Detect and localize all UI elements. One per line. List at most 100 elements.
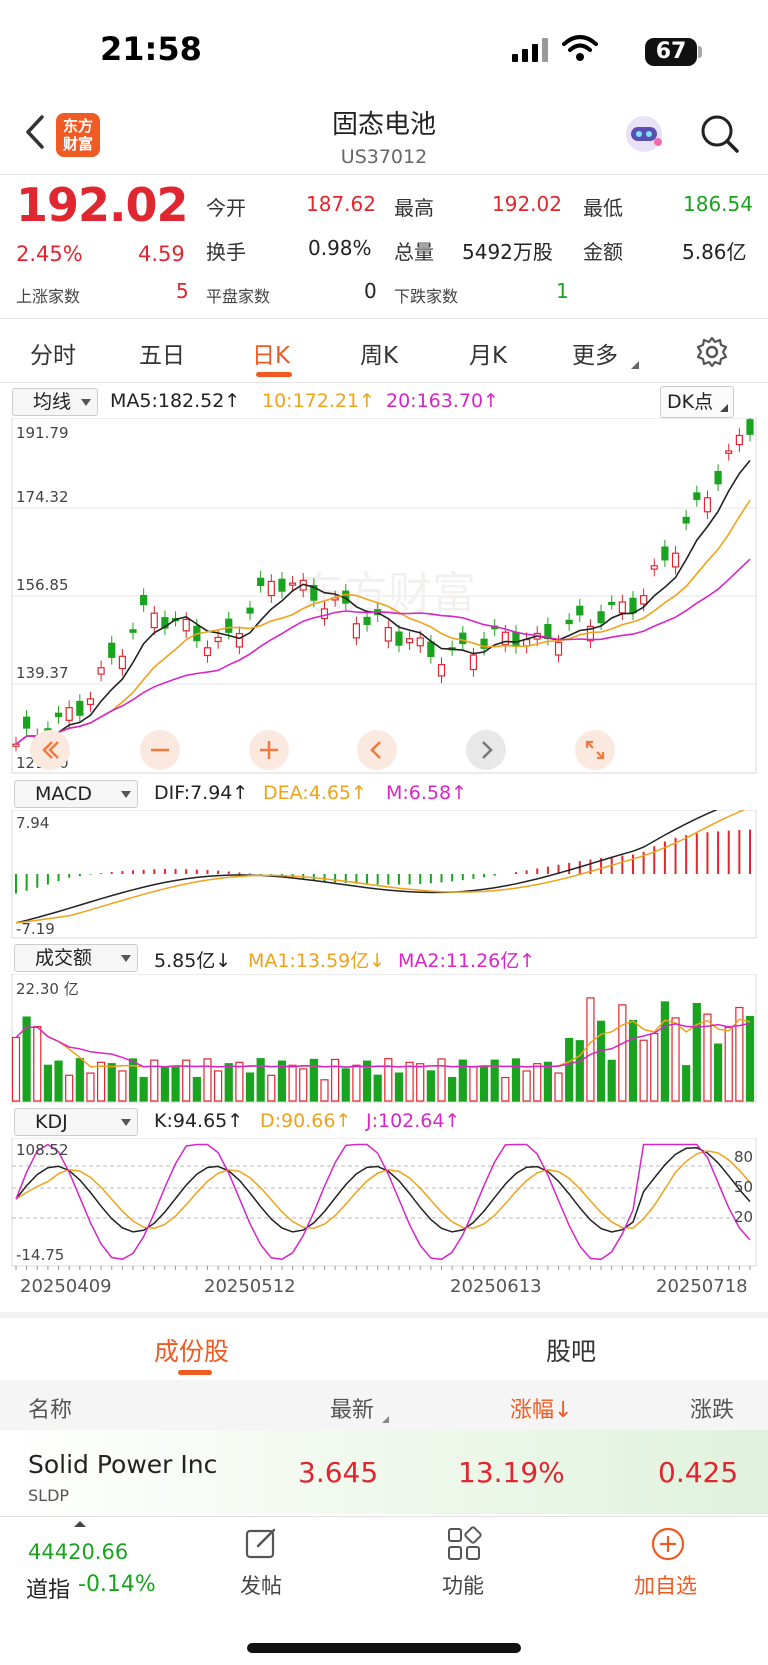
candle-down	[597, 611, 605, 624]
functions-button-label[interactable]: 功能	[442, 1574, 484, 1598]
candle-down	[512, 631, 520, 647]
zoom-in-button[interactable]	[249, 730, 289, 770]
kdj-chart[interactable]	[0, 1138, 768, 1270]
section-separator	[0, 1312, 768, 1318]
candle-up	[384, 626, 392, 642]
indicator-dropdown-ma[interactable]: 均线	[12, 388, 98, 416]
amount-bar	[373, 1074, 382, 1102]
candle-down	[544, 623, 552, 639]
status-time: 21:58	[100, 30, 202, 68]
amount-bar	[501, 1076, 510, 1102]
post-button-label[interactable]: 发帖	[240, 1574, 282, 1598]
scroll-right-button[interactable]	[466, 730, 506, 770]
col-change[interactable]: 涨跌	[690, 1398, 735, 1423]
amount-bar	[160, 1066, 170, 1102]
indicator-dropdown-amount[interactable]: 成交额	[14, 944, 138, 972]
amount-bar	[565, 1037, 574, 1102]
amount-bar	[256, 1058, 265, 1102]
indicator-dropdown-kdj[interactable]: KDJ	[14, 1108, 138, 1136]
amount-bar	[448, 1076, 457, 1102]
amount-bar	[522, 1070, 531, 1102]
tab-daily-k[interactable]: 日K	[252, 343, 291, 369]
add-watchlist-icon[interactable]	[650, 1526, 686, 1562]
ma10-legend: 10:172.21↑	[262, 390, 375, 412]
macd-chart[interactable]	[0, 810, 768, 940]
dropdown-arrow-icon	[121, 955, 131, 962]
tab-constituents[interactable]: 成份股	[154, 1337, 230, 1366]
candle-down	[576, 605, 584, 616]
add-watchlist-label[interactable]: 加自选	[634, 1574, 697, 1598]
flat-count: 0	[364, 279, 377, 303]
candle-up	[97, 667, 105, 675]
candle-up	[725, 450, 733, 454]
up-count: 5	[176, 279, 189, 303]
amount-bar	[511, 1058, 521, 1102]
macd-y-top: 7.94	[16, 814, 50, 832]
col-latest[interactable]: 最新	[330, 1398, 375, 1423]
amount-chart[interactable]	[0, 974, 768, 1104]
active-tab-underline	[178, 1370, 212, 1375]
candle-down	[23, 716, 31, 729]
tab-forum[interactable]: 股吧	[546, 1337, 597, 1366]
high-label: 最高	[394, 196, 434, 220]
fullscreen-button[interactable]	[575, 730, 615, 770]
low-value: 186.54	[683, 192, 753, 216]
candle-up	[12, 743, 20, 747]
kdj-d: D:90.66↑	[260, 1110, 352, 1132]
last-price: 192.02	[16, 178, 189, 232]
kdj-level-label: 20	[734, 1208, 754, 1226]
index-value[interactable]: 44420.66	[28, 1540, 129, 1564]
candle-up	[86, 698, 95, 706]
dropdown-arrow-icon	[81, 399, 91, 406]
tab-more[interactable]: 更多	[572, 343, 618, 369]
candle-down	[565, 619, 573, 625]
stock-change: 0.425	[658, 1456, 739, 1489]
tab-monthly-k[interactable]: 月K	[469, 343, 508, 369]
amount-bar	[203, 1058, 212, 1102]
candle-up	[150, 612, 158, 629]
candle-up	[203, 647, 212, 657]
candle-up	[288, 582, 297, 586]
scroll-far-left-button[interactable]	[30, 730, 70, 770]
dk-point-button[interactable]: DK点	[660, 386, 734, 418]
functions-grid-icon[interactable]	[446, 1526, 482, 1562]
amount-bar	[671, 1017, 680, 1102]
indicator-name: KDJ	[35, 1111, 68, 1133]
date-label: 20250718	[656, 1276, 748, 1297]
amount-bar	[713, 1043, 723, 1102]
amount-bar	[341, 1068, 350, 1102]
tab-intraday[interactable]: 分时	[30, 343, 76, 369]
amount-y-top: 22.30 亿	[16, 980, 79, 998]
expand-up-icon[interactable]	[74, 1520, 86, 1528]
scroll-left-button[interactable]	[357, 730, 397, 770]
index-name[interactable]: 道指	[26, 1578, 71, 1603]
col-name[interactable]: 名称	[28, 1398, 73, 1423]
amount-bar	[596, 1020, 606, 1102]
amount-bar	[86, 1072, 95, 1102]
post-icon[interactable]	[244, 1526, 280, 1562]
tab-five-day[interactable]: 五日	[139, 343, 185, 369]
search-icon[interactable]	[700, 114, 740, 154]
indicator-dropdown-macd[interactable]: MACD	[14, 780, 138, 808]
kdj-j-line	[15, 1143, 751, 1261]
back-icon[interactable]	[24, 114, 46, 150]
candlestick-chart[interactable]: 东方财富	[0, 418, 768, 778]
amount-bar	[554, 1072, 563, 1102]
amount-bar	[224, 1063, 233, 1102]
chevron-right-icon	[482, 741, 493, 759]
settings-gear-icon[interactable]	[696, 336, 728, 368]
indicator-name: MACD	[35, 783, 92, 805]
candle-up	[214, 636, 222, 643]
tab-weekly-k[interactable]: 周K	[360, 343, 399, 369]
robot-assistant-icon[interactable]	[622, 112, 666, 156]
candle-down	[480, 638, 488, 649]
indicator-name: 成交额	[35, 947, 93, 969]
amount-bar	[235, 1061, 244, 1102]
col-change-pct[interactable]: 涨幅↓	[510, 1398, 573, 1423]
index-change[interactable]: -0.14%	[78, 1572, 156, 1597]
volume-label: 总量	[394, 240, 434, 264]
zoom-out-button[interactable]	[140, 730, 180, 770]
amount-bar	[394, 1072, 404, 1102]
table-row[interactable]	[0, 1430, 768, 1514]
amount-bar	[618, 1004, 627, 1102]
